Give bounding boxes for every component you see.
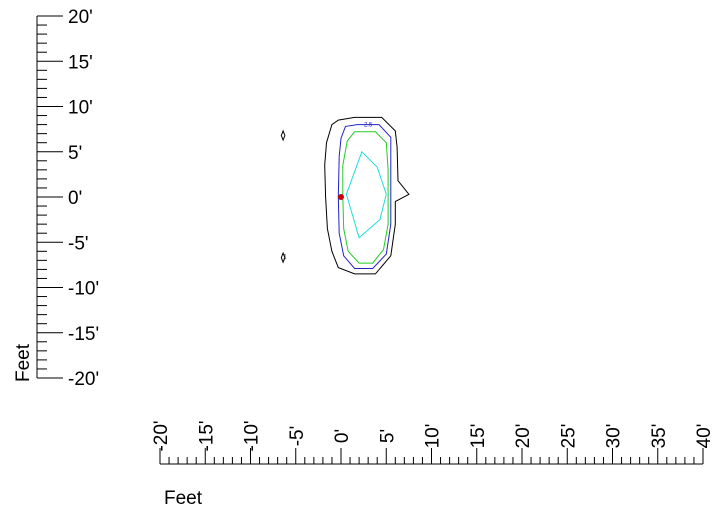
x-tick-label: 35' — [649, 424, 670, 449]
x-tick-label: -15' — [196, 420, 217, 451]
x-tick-label: 10' — [423, 424, 444, 449]
y-tick-label: 5' — [68, 143, 82, 164]
x-tick-label: 0' — [332, 429, 353, 443]
y-tick-label: 10' — [68, 98, 93, 119]
x-tick-label: 30' — [604, 424, 625, 449]
contour-line — [280, 129, 286, 142]
x-tick-label: 25' — [558, 424, 579, 449]
contour-label: 1 — [283, 255, 287, 261]
contour-line — [280, 251, 286, 264]
y-tick-label: -10' — [68, 279, 99, 300]
contour-lines — [280, 116, 410, 275]
y-axis-label: Feet — [13, 343, 34, 382]
contour-line — [345, 150, 387, 239]
y-tick-label: -5' — [68, 233, 89, 254]
x-tick-label: -10' — [242, 420, 263, 451]
y-axis: 20' 15' 10' 5' 0' -5' -10' -15' -20' — [36, 7, 99, 390]
x-tick-label: -20' — [151, 420, 172, 451]
origin-marker — [338, 194, 344, 200]
y-tick-label: 20' — [68, 7, 93, 28]
x-tick-label: 15' — [468, 424, 489, 449]
y-tick-label: -15' — [68, 324, 99, 345]
x-tick-label: -5' — [287, 426, 308, 447]
y-tick-label: 0' — [68, 188, 82, 209]
point-markers — [338, 194, 344, 200]
x-axis: -20' -15' -10' -5' 0' 5' 10' 15' 20' 25' 30' 35' 40' — [151, 420, 715, 465]
y-tick-label: 15' — [68, 52, 93, 73]
contour-line — [342, 131, 389, 264]
y-tick-label: -20' — [68, 369, 99, 390]
contour-line — [337, 124, 392, 269]
x-tick-label: 20' — [513, 424, 534, 449]
contour-label: 2.5 — [364, 122, 373, 128]
x-axis-label: Feet — [164, 488, 203, 509]
x-tick-label: 40' — [694, 424, 715, 449]
contour-labels: 2.51 — [283, 122, 373, 260]
contour-line — [324, 116, 410, 275]
x-tick-label: 5' — [377, 429, 398, 443]
